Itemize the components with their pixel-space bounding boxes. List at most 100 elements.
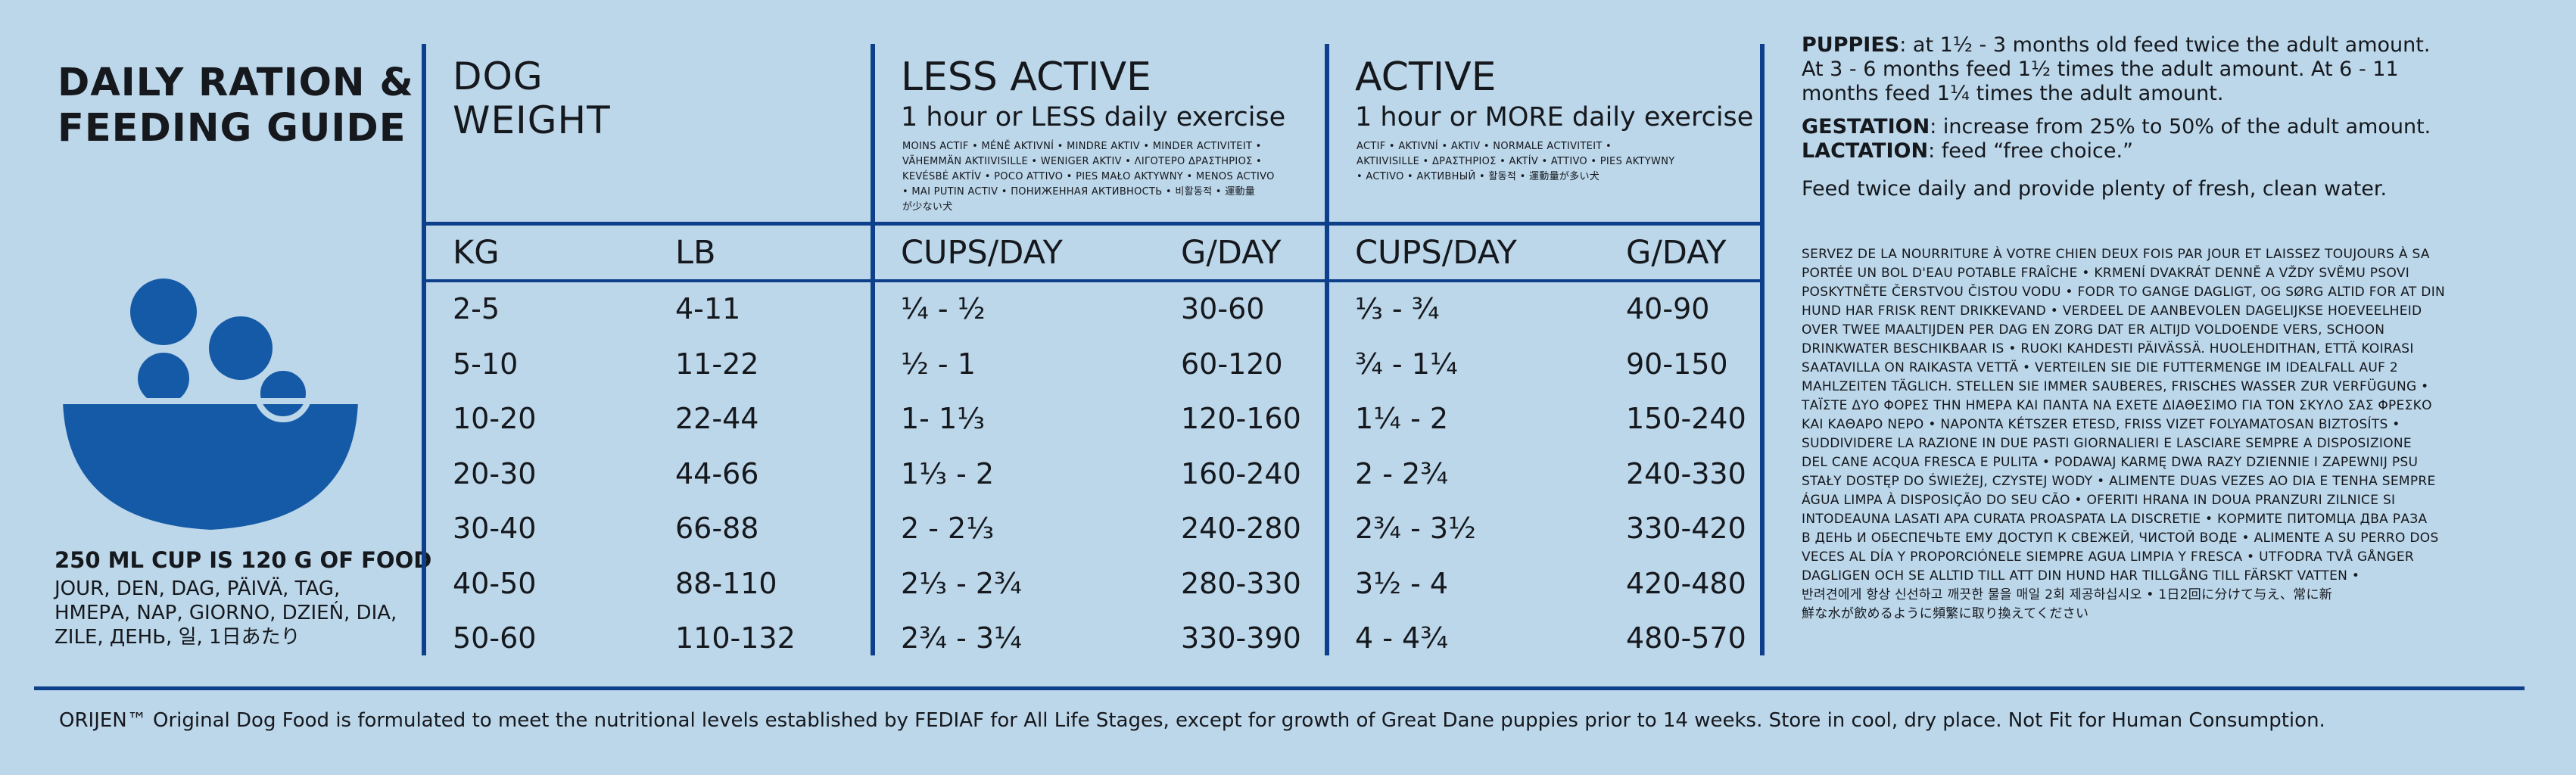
ml-line: VECES AL DÍA Y PROPORCIÓNELE SIEMPRE AGU… [1802,549,2415,565]
less-active-cups-cell: 2 - 2⅓ [901,512,995,545]
day-translations-line3: ZILE, ДЕНЬ, 일, 1日あたり [55,626,301,649]
ml-line: POSKYTNĚTE ČERSTVOU ČISTOU VODU • FODR T… [1802,285,2446,300]
active-g-header: G/DAY [1626,234,1727,272]
active-cups-cell: 2¾ - 3½ [1355,512,1476,545]
ml-line: INTODEAUNA LASATI APA CURATA PROASPATA L… [1802,512,2428,527]
kg-cell: 50-60 [453,621,537,655]
kg-cell: 2-5 [453,292,500,325]
guide-title: DAILY RATION & FEEDING GUIDE [58,61,414,151]
lb-cell: 22-44 [675,402,759,435]
lb-header: LB [675,234,716,272]
ml-line: DRINKWATER BESCHIKBAAR IS • RUOKI KAHDES… [1802,341,2414,356]
ml-line: 鮮な水が飲めるように頻繁に取り換えてください [1802,606,2089,621]
kg-cell: 20-30 [453,456,537,490]
active-cups-cell: 2 - 2¾ [1355,456,1449,490]
kg-header: KG [453,234,500,272]
puppies-label: PUPPIES [1802,33,1900,57]
kg-cell: 40-50 [453,566,537,600]
footer-disclaimer: ORIJEN™ Original Dog Food is formulated … [59,709,2325,732]
kg-cell: 5-10 [453,347,519,381]
less-active-cups-cell: ½ - 1 [901,347,976,381]
lb-cell: 88-110 [675,566,777,600]
ml-line: ΚΑΙ ΚΑΘΑΡΟ ΝΕΡΟ • NAPONTA KÉTSZER ETESD,… [1802,417,2400,432]
gestation-note: GESTATION: increase from 25% to 50% of t… [1802,115,2543,139]
dog-weight-heading-line2: WEIGHT [453,98,611,142]
divider-left [422,44,426,655]
ml-line: DAGLIGEN OCH SE ALLTID TILL ATT DIN HUND… [1802,568,2360,584]
active-subtitle: 1 hour or MORE daily exercise [1355,102,1754,132]
ml-line: SERVEZ DE LA NOURRITURE À VOTRE CHIEN DE… [1802,247,2430,262]
ml-line: 반려견에게 항상 신선하고 깨끗한 물을 매일 2회 제공하십시오 • 1日2回… [1802,587,2333,602]
active-tr-line2: AKTIIVISILLE • ΔΡΑΣΤΗΡΙΟΣ • AKTÍV • ATTI… [1357,156,1675,167]
lb-cell: 66-88 [675,512,759,545]
ml-line: ΤΑΪΣΤΕ ΔΥΟ ΦΟΡΕΣ ΤΗΝ ΗΜΕΡΑ ΚΑΙ ΠΑΝΤΑ ΝΑ … [1802,398,2432,413]
less-active-tr-line1: MOINS ACTIF • MÉNĚ AKTIVNÍ • MINDRE AKTI… [902,141,1262,152]
active-cups-cell: ⅓ - ¾ [1355,292,1440,325]
active-heading: ACTIVE [1355,54,1497,100]
header-underline [422,222,1765,226]
puppies-note: PUPPIES: at 1½ - 3 months old feed twice… [1802,33,2543,58]
multilingual-feeding-instructions: SERVEZ DE LA NOURRITURE À VOTRE CHIEN DE… [1802,245,2445,624]
day-translations: JOUR, DEN, DAG, PÄIVÄ, TAG, ΗΜΕΡΑ, NAP, … [55,577,397,649]
less-active-cups-cell: 1- 1⅓ [901,402,985,435]
guide-title-line1: DAILY RATION & [58,61,414,105]
less-active-tr-line4: • MAI PUTIN ACTIV • ПОНИЖЕННАЯ АКТИВНОСТ… [902,186,1256,198]
active-tr-line3: • ACTIVO • АКТИВНЫЙ • 활동적 • 運動量が多い犬 [1357,171,1600,182]
less-active-tr-line3: KEVÉSBÉ AKTÍV • POCO ATTIVO • PIES MAŁO … [902,171,1275,182]
less-active-g-cell: 240-280 [1181,512,1301,545]
less-active-heading: LESS ACTIVE [901,54,1151,100]
ml-line: SAATAVILLA ON RAIKASTA VETTÄ • VERTEILEN… [1802,360,2399,375]
less-active-subtitle: 1 hour or LESS daily exercise [901,102,1286,132]
guide-title-line2: FEEDING GUIDE [58,106,406,151]
ml-line: STAŁY DOSTĘP DO ŚWIEŻEJ, CZYSTEJ WODY • … [1802,474,2436,489]
active-cups-cell: ¾ - 1¼ [1355,347,1458,381]
subheader-underline [422,279,1765,282]
ml-line: SUDDIVIDERE LA RAZIONE IN DUE PASTI GIOR… [1802,436,2412,451]
less-active-g-cell: 330-390 [1181,621,1301,655]
divider-less-active [871,44,875,655]
feed-twice-note: Feed twice daily and provide plenty of f… [1802,177,2388,201]
day-translations-line1: JOUR, DEN, DAG, PÄIVÄ, TAG, [55,577,341,600]
active-g-cell: 150-240 [1626,402,1746,435]
divider-active [1325,44,1329,655]
dog-weight-heading: DOG WEIGHT [453,54,611,142]
footer-rule [34,686,2525,690]
less-active-tr-line5: が少ない犬 [902,201,953,213]
less-active-cups-cell: 1⅓ - 2 [901,456,995,490]
day-translations-line2: ΗΜΕΡΑ, NAP, GIORNO, DZIEŃ, DIA, [55,602,397,624]
less-active-cups-cell: 2¾ - 3¼ [901,621,1022,655]
active-tr-line1: ACTIF • AKTIVNÍ • AKTIV • NORMALE ACTIVI… [1357,141,1612,152]
lactation-label: LACTATION [1802,139,1929,163]
feeding-notes: PUPPIES: at 1½ - 3 months old feed twice… [1802,33,2543,201]
dog-weight-heading-line1: DOG [453,54,544,98]
gestation-label: GESTATION [1802,115,1930,139]
less-active-g-cell: 160-240 [1181,456,1301,490]
less-active-tr-line2: VÄHEMMÄN AKTIIVISILLE • WENIGER AKTIV • … [902,156,1263,167]
active-cups-header: CUPS/DAY [1355,234,1517,272]
ml-line: PORTÉE UN BOL D'EAU POTABLE FRAÎCHE • KR… [1802,266,2410,281]
dog-bowl-with-kibble-icon [63,279,358,530]
less-active-translations: MOINS ACTIF • MÉNĚ AKTIVNÍ • MINDRE AKTI… [902,139,1275,215]
puppies-text-2: At 3 - 6 months feed 1½ times the adult … [1802,58,2399,81]
less-active-cups-cell: ¼ - ½ [901,292,986,325]
lb-cell: 11-22 [675,347,759,381]
active-g-cell: 240-330 [1626,456,1746,490]
lactation-text: : feed “free choice.” [1928,139,2134,163]
cup-note: 250 ML CUP IS 120 G OF FOOD [55,547,432,573]
less-active-g-cell: 60-120 [1181,347,1283,381]
puppies-text-3: months feed 1¼ times the adult amount. [1802,82,2224,105]
lb-cell: 44-66 [675,456,759,490]
lactation-note: LACTATION: feed “free choice.” [1802,139,2543,163]
lb-cell: 4-11 [675,292,741,325]
ml-line: OVER TWEE MAALTIJDEN PER DAG EN ZORG DAT… [1802,322,2385,338]
less-active-cups-cell: 2⅓ - 2¾ [901,566,1022,600]
lb-cell: 110-132 [675,621,796,655]
active-cups-cell: 4 - 4¾ [1355,621,1449,655]
active-g-cell: 40-90 [1626,292,1710,325]
ml-line: В ДЕНЬ И ОБЕСПЕЧЬТЕ ЕМУ ДОСТУП К СВЕЖЕЙ,… [1802,531,2439,546]
less-active-g-cell: 280-330 [1181,566,1301,600]
ml-line: DEL CANE ACQUA FRESCA E PULITA • PODAWAJ… [1802,455,2419,470]
active-cups-cell: 1¼ - 2 [1355,402,1449,435]
ml-line: HUND HAR FRISK RENT DRIKKEVAND • VERDEEL… [1802,303,2422,319]
puppies-text-1: : at 1½ - 3 months old feed twice the ad… [1899,33,2431,57]
